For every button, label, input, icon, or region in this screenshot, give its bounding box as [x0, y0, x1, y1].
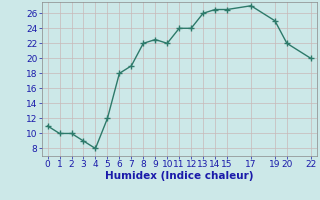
X-axis label: Humidex (Indice chaleur): Humidex (Indice chaleur) — [105, 171, 253, 181]
